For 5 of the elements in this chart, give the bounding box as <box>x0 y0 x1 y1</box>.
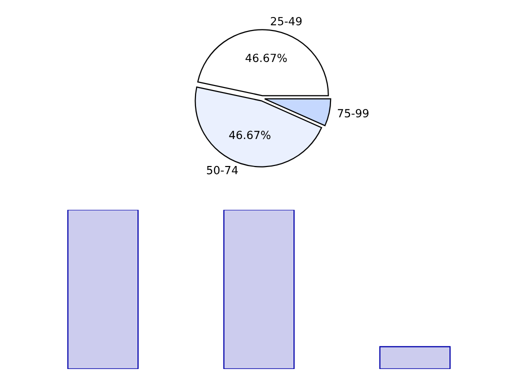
slice-label: 50-74 <box>206 166 238 174</box>
slice-label: 75-99 <box>338 109 368 118</box>
slice-label: 25-49 <box>270 16 302 26</box>
data-label: 46.67% <box>246 54 287 62</box>
data-label: 46.67% <box>229 130 270 140</box>
